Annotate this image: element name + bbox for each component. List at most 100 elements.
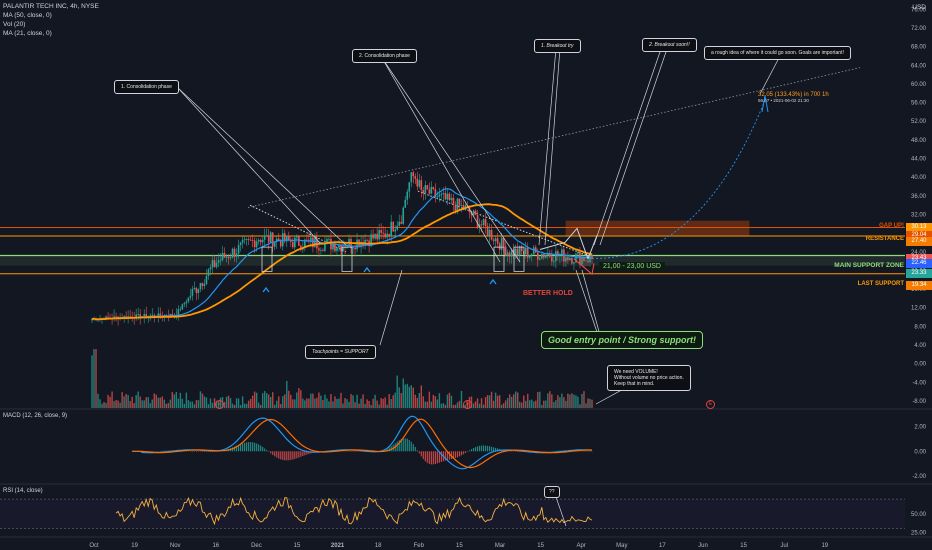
candle-body xyxy=(476,215,479,228)
earnings-marker-2[interactable]: E xyxy=(463,400,472,409)
candle-body xyxy=(235,253,238,257)
volume-bar xyxy=(324,394,326,408)
price-tick-label: 56.00 xyxy=(911,101,927,107)
volume-bar xyxy=(265,393,268,408)
candle-body xyxy=(292,241,294,248)
volume-bar xyxy=(185,392,188,408)
callout-pointer xyxy=(381,57,521,263)
volume-bar xyxy=(448,392,451,408)
callout-volume-line-1: We need VOLUME! xyxy=(614,369,658,375)
candle-body xyxy=(145,314,148,317)
price-tag: 27.40 xyxy=(906,237,932,246)
macd-bar xyxy=(484,445,487,452)
macd-bar xyxy=(428,451,430,464)
volume-bar xyxy=(494,392,497,408)
candle-body xyxy=(257,239,260,242)
earnings-marker-3[interactable]: E xyxy=(706,400,715,409)
candle-body xyxy=(488,229,491,236)
volume-bar xyxy=(280,404,282,408)
macd-bar xyxy=(346,450,348,452)
volume-bar xyxy=(406,383,408,408)
macd-bar xyxy=(344,450,346,452)
macd-bar xyxy=(424,451,426,462)
volume-bar xyxy=(163,399,165,408)
candle-body xyxy=(518,246,521,256)
candle-body xyxy=(261,239,264,243)
candle-body xyxy=(334,244,336,252)
candle-body xyxy=(225,256,228,258)
volume-bar xyxy=(581,393,583,408)
volume-bar xyxy=(480,398,483,408)
macd-bar xyxy=(195,451,198,452)
candle-body xyxy=(332,244,334,250)
candle-body xyxy=(557,251,559,256)
callout-consolidation-2[interactable]: 2. Consolidation phase xyxy=(352,49,417,63)
macd-bar xyxy=(163,450,165,452)
macd-bar xyxy=(398,440,400,452)
earnings-marker-1[interactable]: E xyxy=(215,400,224,409)
price-tick-label: 12.00 xyxy=(911,306,927,312)
candle-body xyxy=(486,226,489,236)
volume-bar xyxy=(366,399,368,408)
price-tick-label: 60.00 xyxy=(911,82,927,88)
downside-arrow xyxy=(573,258,595,276)
macd-bar xyxy=(356,451,358,452)
callout-breakout-try[interactable]: 1. Breakout try xyxy=(534,39,581,53)
volume-bar xyxy=(362,394,364,408)
volume-bar xyxy=(450,395,453,408)
volume-bar xyxy=(259,404,262,408)
candle-body xyxy=(149,315,152,317)
callout-goals[interactable]: a rough idea of where it could go soon. … xyxy=(704,46,851,60)
last-support-label: LAST SUPPORT xyxy=(857,281,904,287)
macd-bar xyxy=(482,445,485,452)
candle-body xyxy=(249,239,252,241)
macd-bar xyxy=(258,444,260,452)
volume-bar xyxy=(332,401,334,408)
candle-body xyxy=(538,258,541,260)
candle-body xyxy=(267,235,270,243)
macd-bar xyxy=(422,451,424,460)
candle-body xyxy=(458,198,461,206)
candle-body xyxy=(575,253,577,263)
candle-body xyxy=(472,210,475,216)
macd-bar xyxy=(444,451,447,461)
volume-bar xyxy=(197,400,200,408)
touchpoint-arrow xyxy=(489,278,497,285)
volume-bar xyxy=(211,402,214,408)
candle-body xyxy=(338,244,340,248)
volume-bar xyxy=(105,403,107,408)
macd-tick-label: 2.00 xyxy=(914,425,926,431)
volume-bar xyxy=(310,393,312,408)
candle-body xyxy=(177,309,180,316)
macd-bar xyxy=(294,451,296,459)
macd-bar xyxy=(193,451,196,452)
candle-body xyxy=(545,255,547,258)
ma-slow-line xyxy=(91,203,593,321)
callout-consolidation-1[interactable]: 1. Consolidation phase xyxy=(114,80,179,94)
volume-bar xyxy=(137,391,139,408)
callout-rsi-question[interactable]: ?? xyxy=(544,486,560,498)
candle-body xyxy=(324,243,326,251)
macd-bar xyxy=(354,451,356,452)
macd-bar xyxy=(250,442,252,452)
candle-body xyxy=(444,193,447,200)
callout-volume[interactable]: We need VOLUME! Without volume no price … xyxy=(607,365,691,391)
candle-body xyxy=(426,185,429,190)
volume-bar xyxy=(131,396,133,408)
macd-bar xyxy=(348,451,350,452)
candle-body xyxy=(549,253,551,257)
callout-breakout-soon[interactable]: 2. Breakout soon!! xyxy=(642,38,697,52)
candle-body xyxy=(273,241,276,247)
callout-volume-line-2: Without volume no price action. xyxy=(614,375,684,381)
volume-bar xyxy=(344,398,346,408)
macd-bar xyxy=(553,450,555,452)
callout-good-entry[interactable]: Good entry point / Strong support! xyxy=(541,331,703,349)
macd-bar xyxy=(157,451,159,452)
macd-bar xyxy=(209,451,212,452)
macd-bar xyxy=(159,451,161,452)
volume-bar xyxy=(579,404,581,408)
volume-bar xyxy=(561,393,563,408)
callout-touchpoints[interactable]: Touchpoints = SUPPORT xyxy=(305,345,376,359)
volume-bar xyxy=(589,398,591,408)
